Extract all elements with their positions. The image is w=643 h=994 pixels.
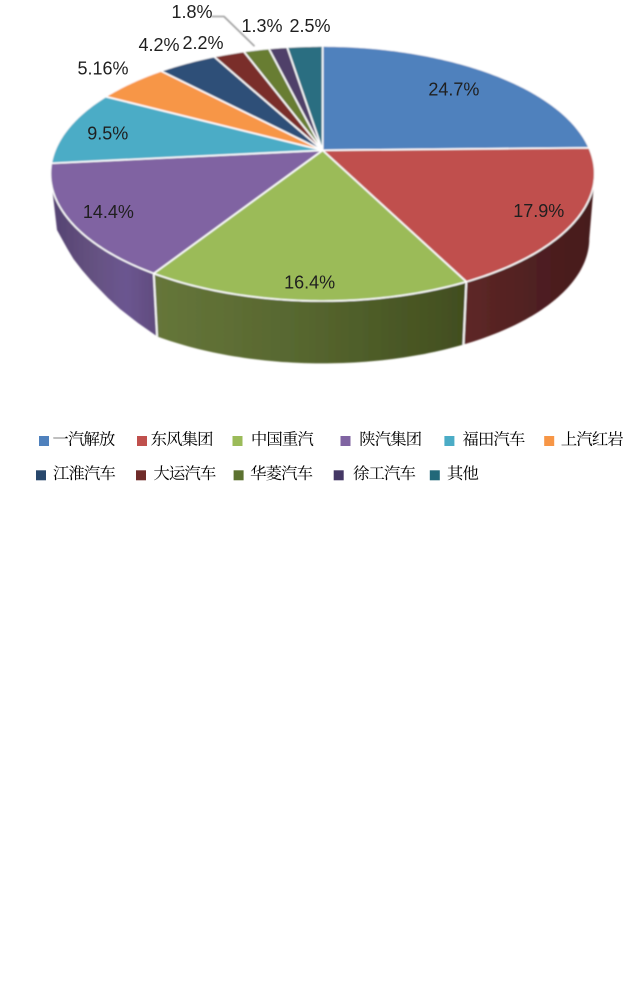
svg-text:4.2%: 4.2% [138, 35, 179, 55]
svg-text:9.5%: 9.5% [87, 124, 128, 144]
svg-text:16.4%: 16.4% [284, 273, 335, 293]
svg-text:1.3%: 1.3% [241, 16, 282, 36]
svg-text:17.9%: 17.9% [513, 201, 564, 221]
svg-text:2.5%: 2.5% [289, 16, 330, 36]
svg-text:1.8%: 1.8% [171, 2, 212, 22]
svg-text:5.16%: 5.16% [77, 59, 128, 79]
svg-text:2.2%: 2.2% [182, 33, 223, 53]
svg-text:24.7%: 24.7% [428, 80, 479, 100]
svg-text:14.4%: 14.4% [83, 202, 134, 222]
